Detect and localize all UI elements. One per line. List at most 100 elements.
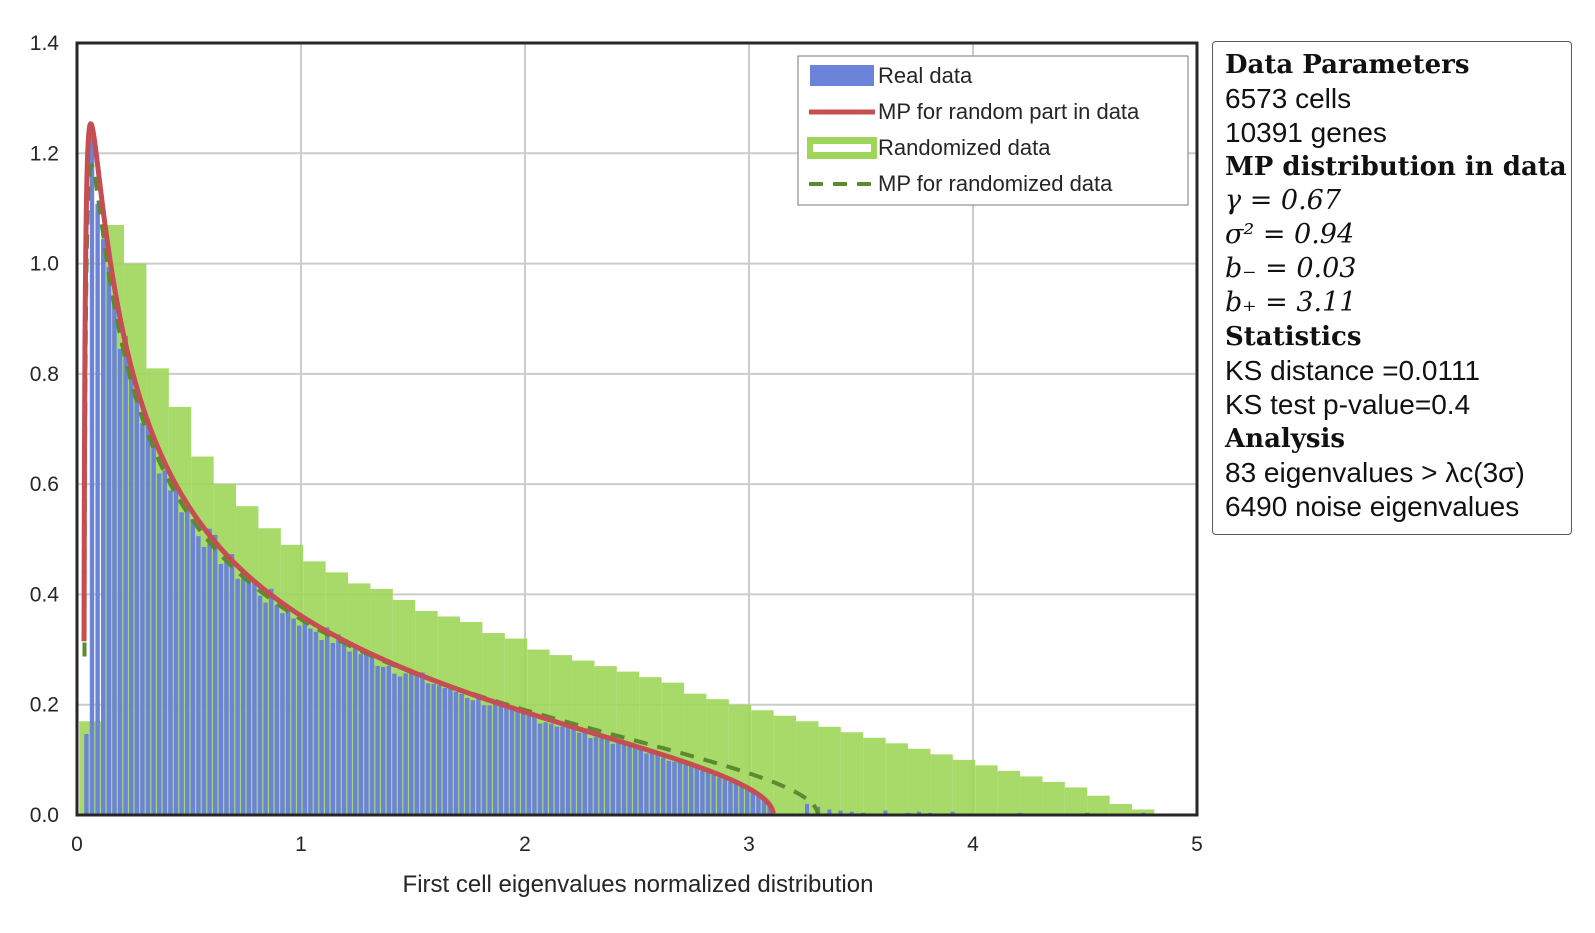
statistics-heading: Statistics	[1225, 322, 1362, 352]
real-data-bar	[263, 602, 268, 815]
real-data-bar	[117, 349, 123, 815]
real-data-bar	[89, 136, 95, 816]
x-tick-label: 4	[967, 833, 979, 856]
real-data-bar	[218, 564, 224, 815]
real-data-bar	[577, 732, 582, 815]
randomized-data-bar	[1132, 809, 1155, 815]
real-data-bar	[838, 810, 843, 815]
real-data-bar	[767, 805, 772, 815]
real-data-bar	[554, 726, 560, 815]
randomized-data-bar	[1064, 787, 1088, 815]
x-tick-label: 0	[71, 833, 83, 856]
real-data-bar	[509, 705, 515, 815]
plot-frame	[75, 41, 1199, 817]
randomized-data-bar	[773, 715, 797, 815]
real-data-bar	[168, 490, 173, 815]
real-data-bar	[431, 683, 436, 815]
y-tick-label: 1.4	[30, 32, 60, 55]
real-data-bar	[151, 438, 156, 815]
sigma2-value: σ² = 0.94	[1225, 219, 1355, 250]
real-data-bar	[442, 687, 448, 815]
real-data-bar	[291, 618, 296, 815]
analysis-heading: Analysis	[1225, 424, 1346, 454]
real-data-bar	[666, 760, 672, 815]
b-minus-value: b₋ = 0.03	[1225, 253, 1357, 284]
real-data-bar	[599, 736, 604, 815]
real-data-bar	[353, 647, 358, 815]
y-tick-label: 0.0	[30, 804, 59, 827]
y-tick-label: 0.4	[30, 583, 60, 606]
real-data-bar	[437, 685, 442, 815]
real-data-bar	[683, 762, 688, 815]
real-data-bar	[358, 654, 364, 815]
real-data-bar	[325, 627, 330, 815]
real-data-bar	[627, 743, 632, 815]
real-data-bar	[285, 610, 291, 815]
randomized-data-bar	[952, 759, 976, 815]
real-data-bar	[655, 751, 660, 815]
real-data-bar	[621, 744, 627, 815]
legend-label: Real data	[878, 63, 973, 88]
real-data-bar	[672, 761, 677, 815]
randomized-data-bar	[840, 732, 864, 815]
real-data-bar	[605, 739, 610, 815]
real-data-bar	[453, 691, 459, 815]
real-data-bar	[207, 528, 212, 815]
real-data-bar	[129, 372, 134, 815]
real-data-bar	[319, 639, 324, 815]
real-data-bar	[157, 473, 162, 815]
y-tick-label: 0.8	[30, 363, 59, 386]
randomized-data-bars	[79, 224, 1155, 816]
real-data-bar	[739, 784, 744, 815]
randomized-data-bar	[1109, 803, 1133, 815]
tick-labels: 0 1 2 3 4 5 0.0 0.2 0.4 0.6 0.8 1.0 1.2 1.4	[30, 32, 1203, 856]
ks-pvalue: KS test p-value=0.4	[1225, 389, 1471, 420]
y-tick-label: 0.6	[30, 473, 59, 496]
real-data-bar	[616, 738, 621, 815]
randomized-data-bar	[975, 765, 998, 815]
real-data-bar	[549, 723, 554, 815]
real-data-bar	[849, 811, 854, 815]
real-data-bar	[700, 770, 705, 815]
y-tick-label: 0.2	[30, 694, 59, 717]
real-data-bar	[201, 546, 207, 815]
real-data-bar	[677, 760, 683, 815]
randomized-data-bar	[863, 737, 886, 815]
x-tick-label: 1	[295, 833, 307, 856]
real-data-bar	[711, 774, 716, 815]
real-data-bar	[229, 554, 235, 815]
real-data-bar	[364, 650, 369, 815]
real-data-bar	[750, 792, 756, 815]
real-data-bar	[375, 665, 380, 815]
real-data-bar	[470, 700, 476, 815]
real-data-bar	[515, 708, 520, 815]
randomized-data-bar	[1042, 781, 1065, 815]
real-data-bar	[134, 400, 140, 815]
real-data-bar	[756, 794, 761, 815]
noise-eigenvalues: 6490 noise eigenvalues	[1225, 491, 1520, 522]
eigenvalues-above-threshold: 83 eigenvalues > λc(3σ)	[1225, 457, 1525, 488]
real-data-bar	[347, 651, 352, 815]
legend: Real data MP for random part in data Rando…	[797, 55, 1189, 206]
real-data-bar	[661, 757, 666, 815]
legend-label: MP for random part in data	[878, 99, 1140, 124]
real-data-bar	[543, 722, 548, 815]
randomized-data-bar	[997, 770, 1021, 815]
x-tick-label: 3	[743, 833, 755, 856]
real-data-bar	[481, 705, 487, 815]
real-data-bar	[313, 631, 319, 815]
real-data-bar	[414, 674, 420, 815]
real-data-bar	[638, 749, 644, 815]
real-data-bar	[476, 696, 481, 815]
real-data-bar	[336, 634, 341, 815]
randomized-data-bar	[751, 710, 774, 815]
real-data-bar	[745, 787, 750, 815]
real-data-bar	[571, 726, 576, 815]
real-data-bar	[341, 644, 347, 815]
real-data-bar	[369, 655, 375, 815]
real-data-bar	[196, 536, 201, 815]
y-tick-label: 1.2	[30, 142, 59, 165]
legend-label: MP for randomized data	[878, 171, 1113, 196]
real-data-bar	[588, 738, 593, 815]
